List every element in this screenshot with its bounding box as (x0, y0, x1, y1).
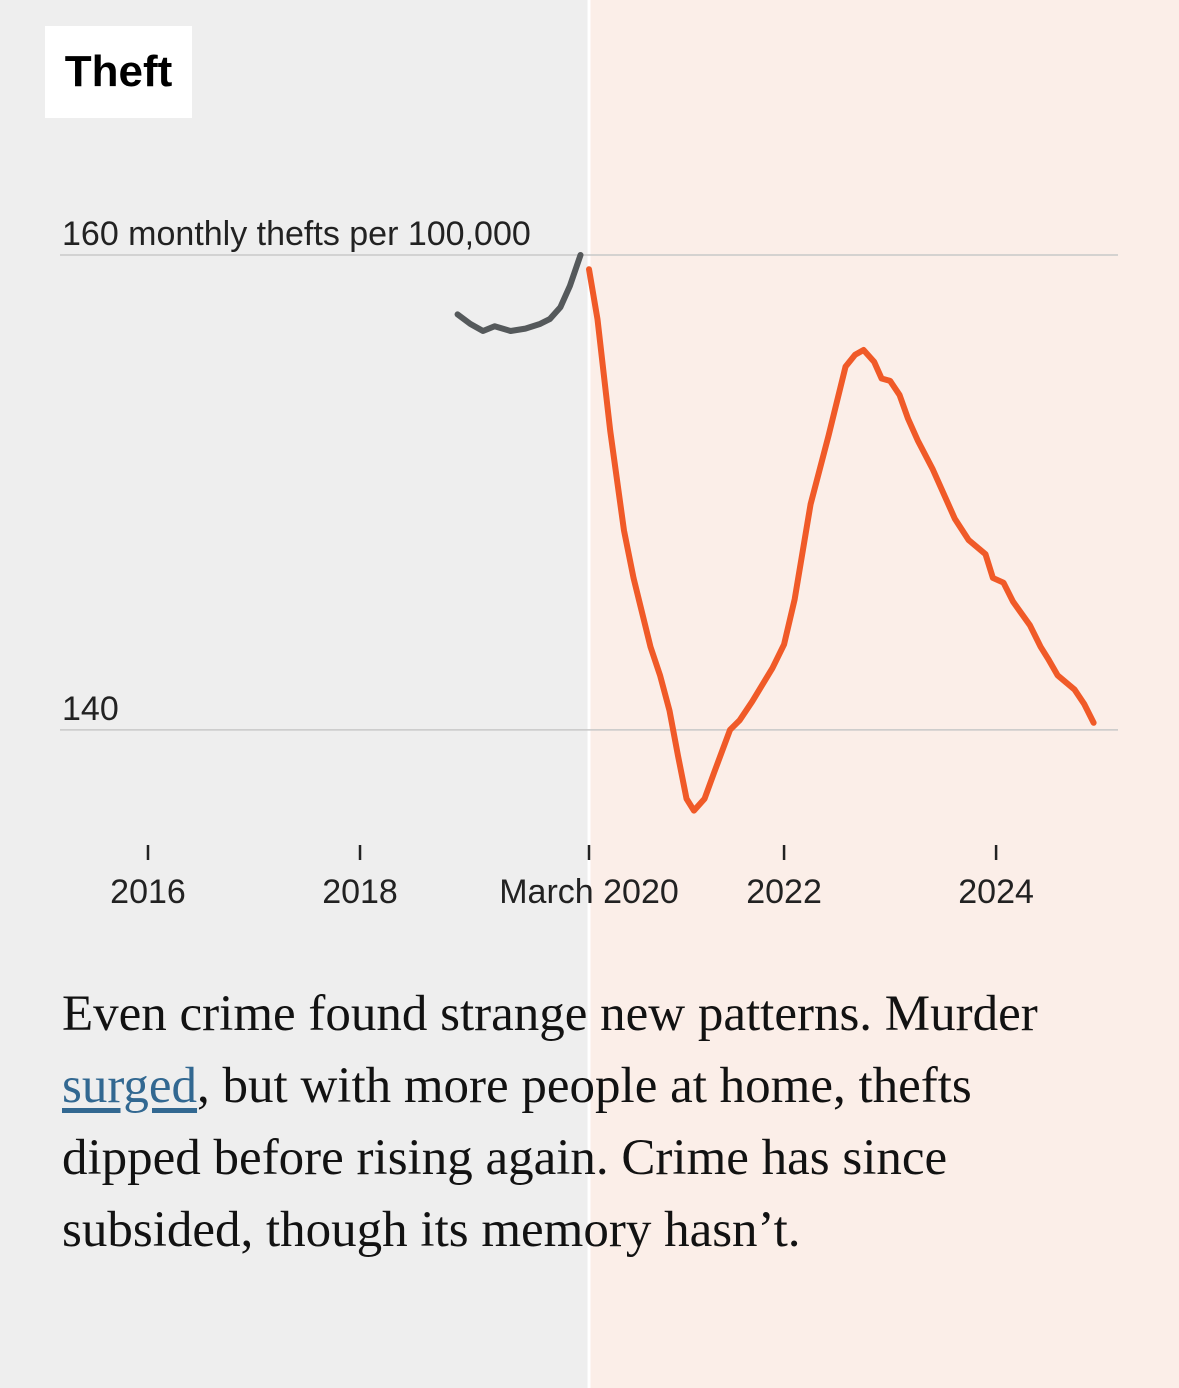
chart-title: Theft (45, 26, 192, 118)
y-tick-label: 160 monthly thefts per 100,000 (62, 215, 531, 253)
x-tick-label: 2022 (746, 873, 822, 911)
link[interactable]: surged (62, 1058, 198, 1114)
caption-text: , but with more people at home, thefts d… (62, 1058, 972, 1258)
x-tick-label: 2016 (110, 873, 186, 911)
caption-text: Even crime found strange new patterns. M… (62, 986, 1038, 1042)
y-tick-label: 140 (62, 690, 119, 728)
x-tick-label: March 2020 (499, 873, 679, 911)
line (454, 252, 584, 334)
background (0, 0, 589, 1388)
x-tick-label: 2018 (322, 873, 398, 911)
x-tick-label: 2024 (958, 873, 1034, 911)
line (586, 266, 1097, 814)
caption: Even crime found strange new patterns. M… (62, 978, 1072, 1266)
